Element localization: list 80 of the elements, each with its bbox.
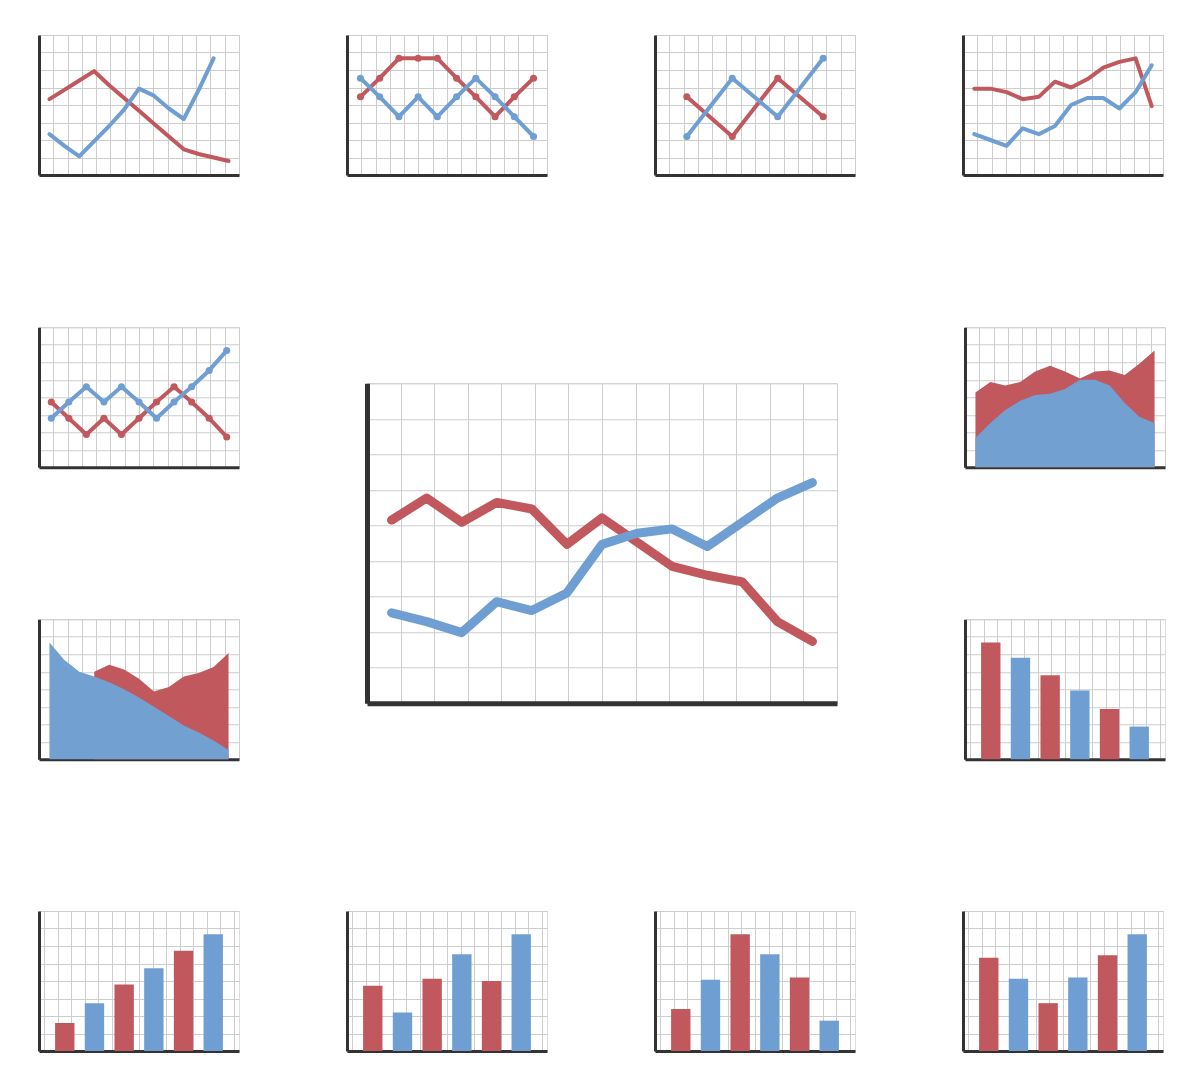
point	[728, 132, 736, 141]
point	[530, 132, 538, 141]
bar	[363, 985, 383, 1051]
bar	[55, 1023, 75, 1051]
point	[82, 431, 90, 439]
bar	[979, 957, 999, 1051]
point	[356, 93, 364, 101]
bar	[511, 934, 531, 1051]
point	[205, 414, 213, 422]
bar	[1038, 1003, 1058, 1051]
bar	[1010, 657, 1031, 760]
bar	[84, 1003, 105, 1051]
point	[453, 93, 461, 101]
point	[395, 54, 403, 62]
point	[510, 93, 518, 101]
bar	[1068, 977, 1088, 1051]
point	[376, 93, 384, 101]
bar	[700, 979, 721, 1051]
point	[153, 414, 161, 422]
bar	[392, 1012, 413, 1051]
point	[376, 74, 384, 82]
bar	[422, 978, 442, 1051]
bar	[452, 954, 472, 1051]
point	[774, 113, 782, 121]
bar	[144, 968, 164, 1051]
point	[170, 383, 178, 391]
bar	[760, 954, 780, 1051]
point	[47, 398, 55, 406]
bar	[819, 1020, 839, 1051]
point	[774, 74, 782, 82]
point	[82, 383, 90, 391]
bar	[173, 950, 194, 1051]
point	[47, 414, 55, 422]
bar	[981, 642, 1001, 760]
point	[188, 398, 196, 406]
point	[819, 54, 827, 62]
bar	[1099, 709, 1120, 760]
point	[205, 366, 213, 374]
point	[135, 398, 143, 406]
point	[510, 113, 518, 121]
bar	[789, 977, 810, 1051]
bar	[1127, 934, 1147, 1051]
bar	[1129, 726, 1149, 760]
point	[491, 113, 499, 121]
point	[100, 414, 108, 422]
point	[414, 54, 422, 62]
bar	[1040, 675, 1060, 760]
point	[683, 93, 691, 101]
point	[223, 347, 231, 355]
point	[170, 398, 178, 406]
point	[356, 74, 364, 82]
bar	[203, 934, 223, 1051]
bar	[1097, 955, 1118, 1051]
point	[135, 414, 143, 422]
bar	[481, 981, 502, 1051]
point	[223, 433, 231, 441]
point	[65, 398, 73, 406]
bar	[1070, 690, 1090, 760]
bar	[671, 1009, 691, 1051]
point	[819, 113, 827, 121]
point	[453, 74, 461, 82]
point	[395, 113, 403, 121]
point	[433, 54, 441, 62]
point	[433, 113, 441, 121]
point	[728, 74, 736, 82]
bar	[730, 934, 750, 1051]
point	[491, 93, 499, 101]
point	[100, 398, 108, 406]
point	[472, 74, 480, 82]
point	[530, 74, 538, 82]
point	[65, 414, 73, 422]
point	[472, 93, 480, 101]
point	[117, 431, 125, 439]
point	[414, 93, 422, 101]
bar	[114, 984, 134, 1051]
point	[188, 383, 196, 391]
point	[153, 398, 161, 406]
point	[683, 132, 691, 141]
bar	[1008, 978, 1029, 1051]
point	[117, 383, 125, 391]
